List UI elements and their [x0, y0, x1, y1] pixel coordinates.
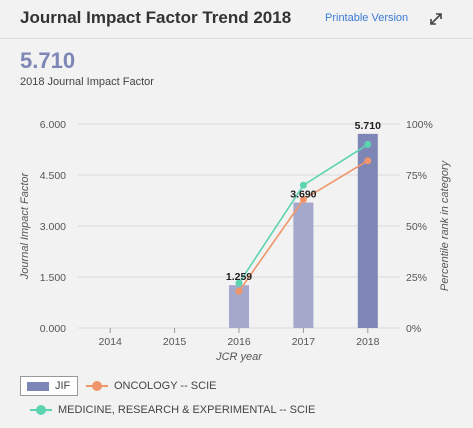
- jif-bar: [357, 133, 378, 328]
- page-title: Journal Impact Factor Trend 2018: [20, 8, 292, 27]
- y2-tick-label: 25%: [406, 272, 427, 284]
- percentile-point: [299, 181, 307, 189]
- percentile-point: [235, 287, 243, 295]
- percentile-point: [299, 195, 307, 203]
- y-tick-label: 0.000: [40, 323, 66, 335]
- legend-item-oncology[interactable]: ONCOLOGY -- SCIE: [86, 380, 216, 392]
- printable-version-link[interactable]: Printable Version: [325, 12, 409, 24]
- legend-label-medicine: MEDICINE, RESEARCH & EXPERIMENTAL -- SCI…: [58, 404, 316, 416]
- legend-item-jif[interactable]: JIF: [20, 376, 78, 396]
- jif-trend-chart: 0.000 1.500 3.000 4.500 6.000 0% 25% 50% 75% 100%…: [19, 119, 451, 363]
- bar-data-label: 5.710: [355, 120, 381, 132]
- y-tick-label: 3.000: [40, 221, 66, 233]
- percentile-point: [235, 279, 243, 287]
- percentile-point: [364, 140, 372, 148]
- jif-value: 5.710: [20, 48, 76, 73]
- header-divider: [0, 38, 473, 39]
- x-tick-label: 2015: [163, 336, 187, 348]
- y2-tick-label: 0%: [406, 323, 421, 335]
- bar-layer: [229, 133, 378, 328]
- y-tick-label: 1.500: [40, 272, 66, 284]
- jif-swatch: [27, 382, 49, 391]
- x-tick-label: 2014: [99, 336, 123, 348]
- y2-tick-label: 75%: [406, 170, 427, 182]
- jif-label: 2018 Journal Impact Factor: [20, 76, 154, 88]
- y2-axis-title: Percentile rank in category: [439, 159, 451, 291]
- jif-bar: [293, 202, 314, 328]
- bar-data-label: 3.690: [290, 189, 316, 201]
- x-axis-title: JCR year: [215, 351, 263, 363]
- bar-data-label: 1.259: [226, 271, 252, 283]
- y-axis-title: Journal Impact Factor: [19, 171, 31, 280]
- y-tick-label: 6.000: [40, 119, 66, 131]
- legend-label-jif: JIF: [55, 380, 71, 392]
- jif-bar: [229, 285, 249, 328]
- expand-arrows-icon[interactable]: [428, 11, 444, 27]
- x-tick-label: 2018: [356, 336, 380, 348]
- line-layer: [235, 140, 372, 295]
- y-tick-label: 4.500: [40, 170, 66, 182]
- oncology-marker-icon: [86, 380, 108, 392]
- chart-header: Journal Impact Factor Trend 2018 Printab…: [0, 0, 473, 40]
- legend-item-medicine[interactable]: MEDICINE, RESEARCH & EXPERIMENTAL -- SCI…: [30, 404, 315, 416]
- x-tick-label: 2016: [227, 336, 251, 348]
- y2-tick-label: 50%: [406, 221, 427, 233]
- x-tick-label: 2017: [292, 336, 316, 348]
- y2-tick-label: 100%: [406, 119, 433, 131]
- legend-label-oncology: ONCOLOGY -- SCIE: [114, 380, 217, 392]
- label-layer: 0.000 1.500 3.000 4.500 6.000 0% 25% 50% 75% 100%…: [40, 119, 433, 348]
- medicine-marker-icon: [30, 404, 52, 416]
- percentile-point: [364, 157, 372, 165]
